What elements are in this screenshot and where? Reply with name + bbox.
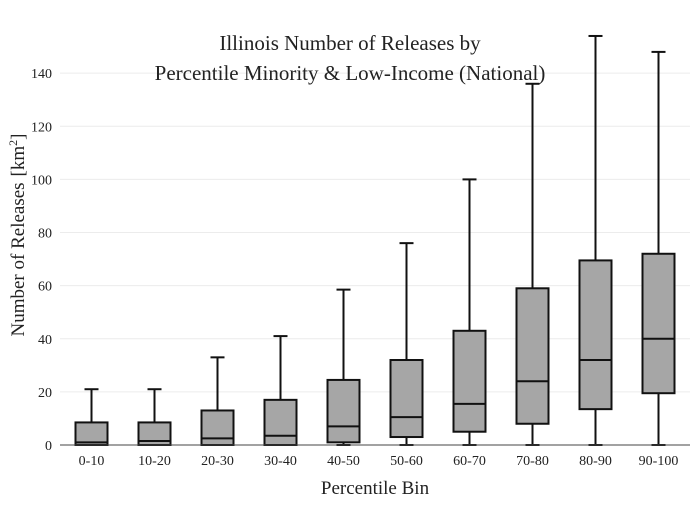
box-50-60 <box>389 242 424 446</box>
y-axis-title-close: ] <box>8 134 29 140</box>
y-tick-label: 120 <box>31 120 52 135</box>
x-tick-label: 80-90 <box>579 454 612 469</box>
x-axis-title: Percentile Bin <box>321 478 430 499</box>
iqr-box <box>641 252 676 395</box>
box-30-40 <box>263 335 298 447</box>
y-tick-label: 60 <box>38 280 52 295</box>
y-tick-labels: 0 20 40 60 80 100 120 140 <box>31 67 52 454</box>
box-20-30 <box>200 356 235 447</box>
iqr-box <box>578 259 613 411</box>
x-tick-label: 0-10 <box>79 454 105 469</box>
x-tick-label: 50-60 <box>390 454 423 469</box>
y-axis-title: Number of Releases [km2] <box>6 134 29 337</box>
y-tick-label: 0 <box>45 439 52 454</box>
y-axis-title-superscript: 2 <box>6 140 20 146</box>
boxes-layer <box>74 34 676 447</box>
box-80-90 <box>578 34 613 446</box>
box-70-80 <box>515 82 550 446</box>
box-40-50 <box>326 288 361 446</box>
iqr-box <box>389 359 424 439</box>
x-tick-label: 20-30 <box>201 454 234 469</box>
iqr-box <box>200 409 235 447</box>
iqr-box <box>263 398 298 447</box>
y-axis-title-unit: [km <box>8 146 29 177</box>
box-10-20 <box>137 388 172 446</box>
y-tick-label: 20 <box>38 386 52 401</box>
y-tick-label: 100 <box>31 173 52 188</box>
box-0-10 <box>74 388 109 446</box>
x-tick-label: 30-40 <box>264 454 297 469</box>
chart-title-line-2: Percentile Minority & Low-Income (Nation… <box>155 61 546 85</box>
box-90-100 <box>641 50 676 446</box>
iqr-box <box>326 378 361 444</box>
x-tick-label: 70-80 <box>516 454 549 469</box>
y-tick-label: 140 <box>31 67 52 82</box>
x-tick-labels: 0-10 10-20 20-30 30-40 40-50 50-60 60-70 70-80 8… <box>79 454 679 469</box>
y-axis-title-main: Number of Releases <box>8 182 29 336</box>
iqr-box <box>452 329 487 433</box>
x-tick-label: 60-70 <box>453 454 486 469</box>
chart-title-line-1: Illinois Number of Releases by <box>219 31 481 55</box>
y-tick-label: 40 <box>38 333 52 348</box>
iqr-box <box>515 287 550 425</box>
x-tick-label: 90-100 <box>639 454 679 469</box>
gridlines <box>60 72 690 393</box>
box-60-70 <box>452 178 487 446</box>
y-tick-label: 80 <box>38 227 52 242</box>
x-tick-label: 40-50 <box>327 454 360 469</box>
x-tick-label: 10-20 <box>138 454 171 469</box>
